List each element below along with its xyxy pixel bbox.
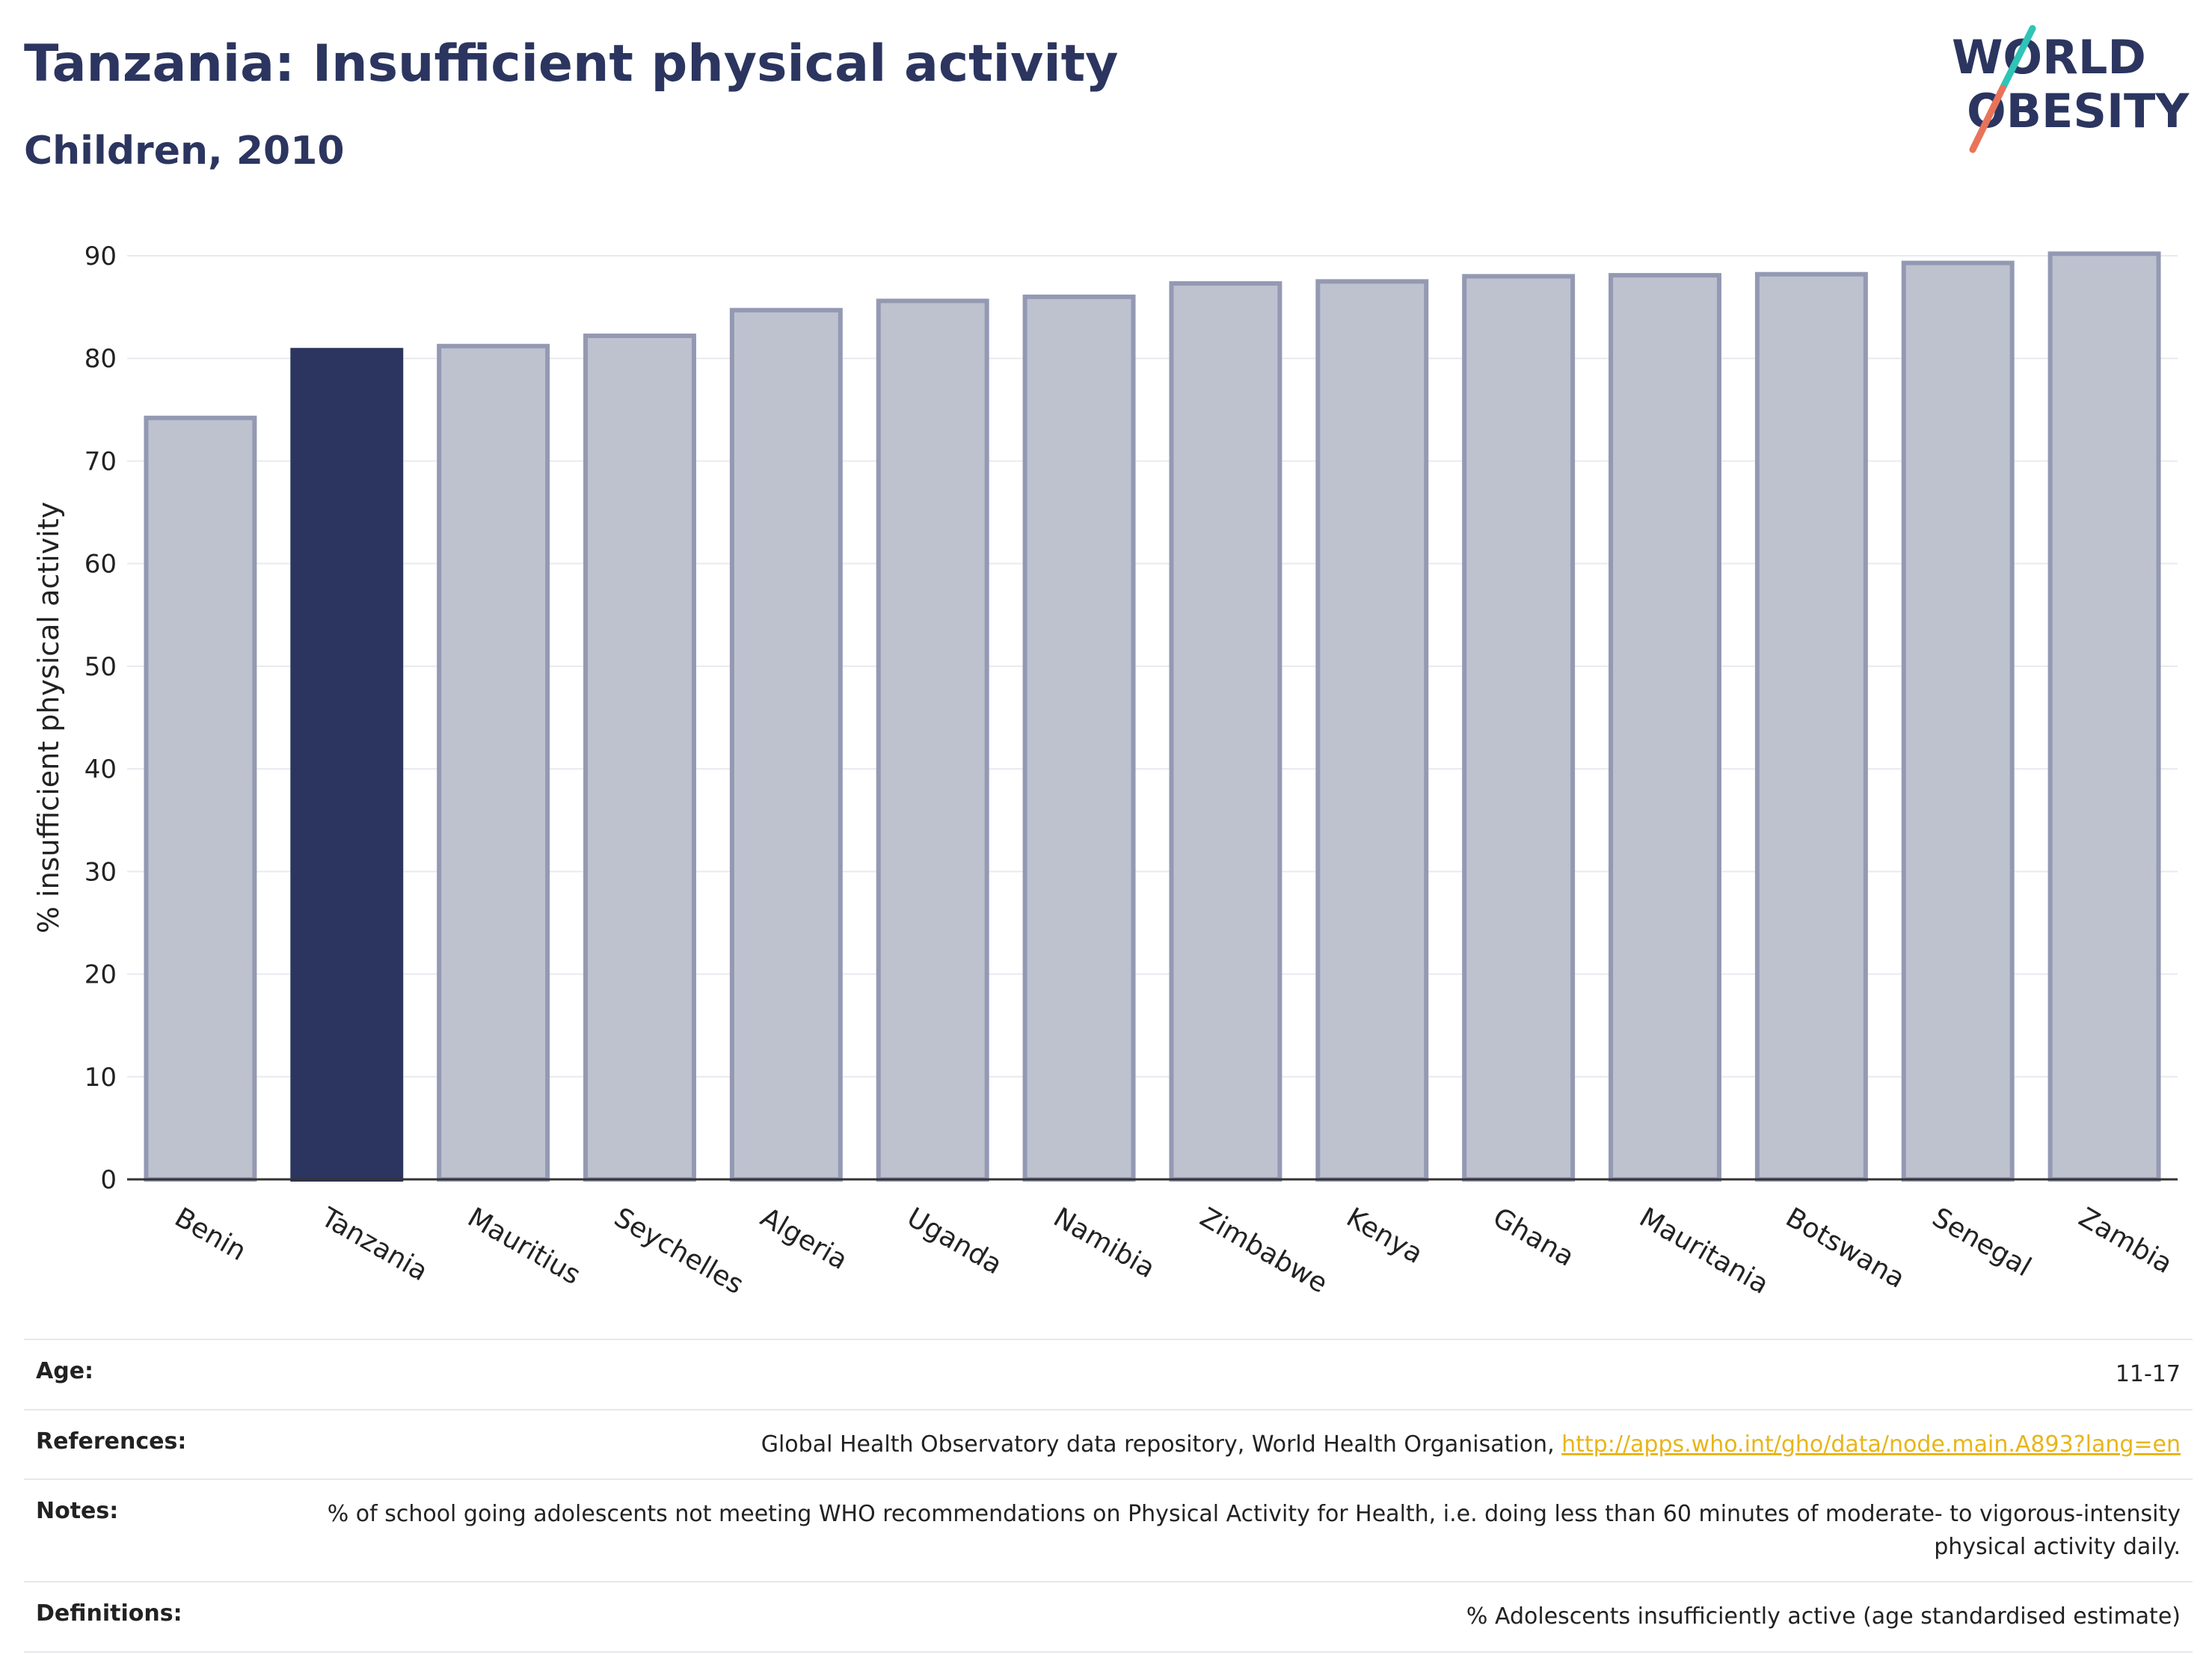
x-label-zimbabwe: Zimbabwe [1195,1202,1333,1299]
x-label-mauritania: Mauritania [1634,1202,1774,1300]
y-tick-label: 20 [85,960,117,990]
references-text: Global Health Observatory data repositor… [761,1431,1562,1458]
x-label-namibia: Namibia [1048,1202,1161,1284]
y-axis-title: % insufficient physical activity [32,502,65,933]
references-label: References: [36,1428,187,1455]
y-tick-label: 50 [85,652,117,682]
chart-subtitle: Children, 2010 [24,129,345,174]
bar-namibia [1022,294,1136,1182]
y-tick-label: 60 [85,550,117,580]
bars [144,251,2161,1182]
world-obesity-logo: WORLD OBESITY [1952,25,2190,153]
y-tick-label: 70 [85,446,117,476]
info-row-age: Age: 11-17 [24,1339,2193,1409]
y-tick-label: 0 [100,1165,117,1195]
bar-kenya [1315,279,1429,1182]
x-label-uganda: Uganda [902,1202,1007,1280]
y-tick-labels: 0 10 20 30 40 50 60 70 80 90 [85,242,117,1195]
info-row-definitions: Definitions: % Adolescents insufficientl… [24,1581,2193,1653]
logo-line1: WORLD [1952,30,2146,85]
bar-zimbabwe [1169,281,1282,1182]
bar-tanzania [290,348,404,1182]
bar-botswana [1754,271,1868,1182]
notes-value: % of school going adolescents not meetin… [327,1501,2181,1560]
bar-ghana [1462,274,1576,1182]
x-label-senegal: Senegal [1927,1202,2036,1283]
chart-title: Tanzania: Insufficient physical activity [24,34,1119,93]
y-tick-label: 30 [85,857,117,887]
x-label-kenya: Kenya [1341,1202,1428,1270]
bar-zambia [2047,251,2161,1182]
x-label-ghana: Ghana [1487,1202,1579,1272]
age-label: Age: [36,1358,94,1384]
notes-label: Notes: [36,1498,119,1524]
bar-benin [144,415,257,1182]
y-tick-label: 40 [85,755,117,784]
bar-senegal [1901,260,2015,1182]
x-category-labels: Benin Tanzania Mauritius Seychelles Algeria U… [170,1202,2178,1301]
definitions-label: Definitions: [36,1600,182,1627]
bar-algeria [729,307,843,1182]
references-value: Global Health Observatory data repositor… [761,1428,2181,1461]
y-tick-label: 10 [85,1063,117,1093]
bar-seychelles [583,334,696,1182]
y-tick-label: 80 [85,344,117,374]
bar-mauritius [437,343,550,1182]
bar-chart: 0 10 20 30 40 50 60 70 80 90 Benin Tanzania Mauriti… [32,242,2178,1301]
x-label-botswana: Botswana [1781,1202,1910,1294]
logo-slash-bottom [1969,85,2006,153]
age-value: 11-17 [2115,1361,2181,1387]
x-label-benin: Benin [170,1202,251,1267]
x-label-zambia: Zambia [2074,1202,2178,1280]
references-link[interactable]: http://apps.who.int/gho/data/node.main.A… [1561,1431,2181,1458]
info-row-references: References: Global Health Observatory da… [24,1408,2193,1479]
info-table: Age: 11-17 References: Global Health Obs… [24,1339,2193,1653]
x-label-seychelles: Seychelles [609,1202,749,1300]
grid-lines [127,255,2178,1180]
info-row-notes: Notes: % of school going adolescents not… [24,1479,2193,1581]
definitions-value: % Adolescents insufficiently active (age… [1466,1603,2181,1630]
x-label-mauritius: Mauritius [462,1202,586,1291]
x-label-algeria: Algeria [755,1202,852,1276]
bar-mauritania [1609,273,1721,1182]
bar-uganda [876,298,989,1182]
logo-slash-top [1999,25,2036,92]
x-label-tanzania: Tanzania [316,1202,433,1287]
y-tick-label: 90 [85,242,117,271]
